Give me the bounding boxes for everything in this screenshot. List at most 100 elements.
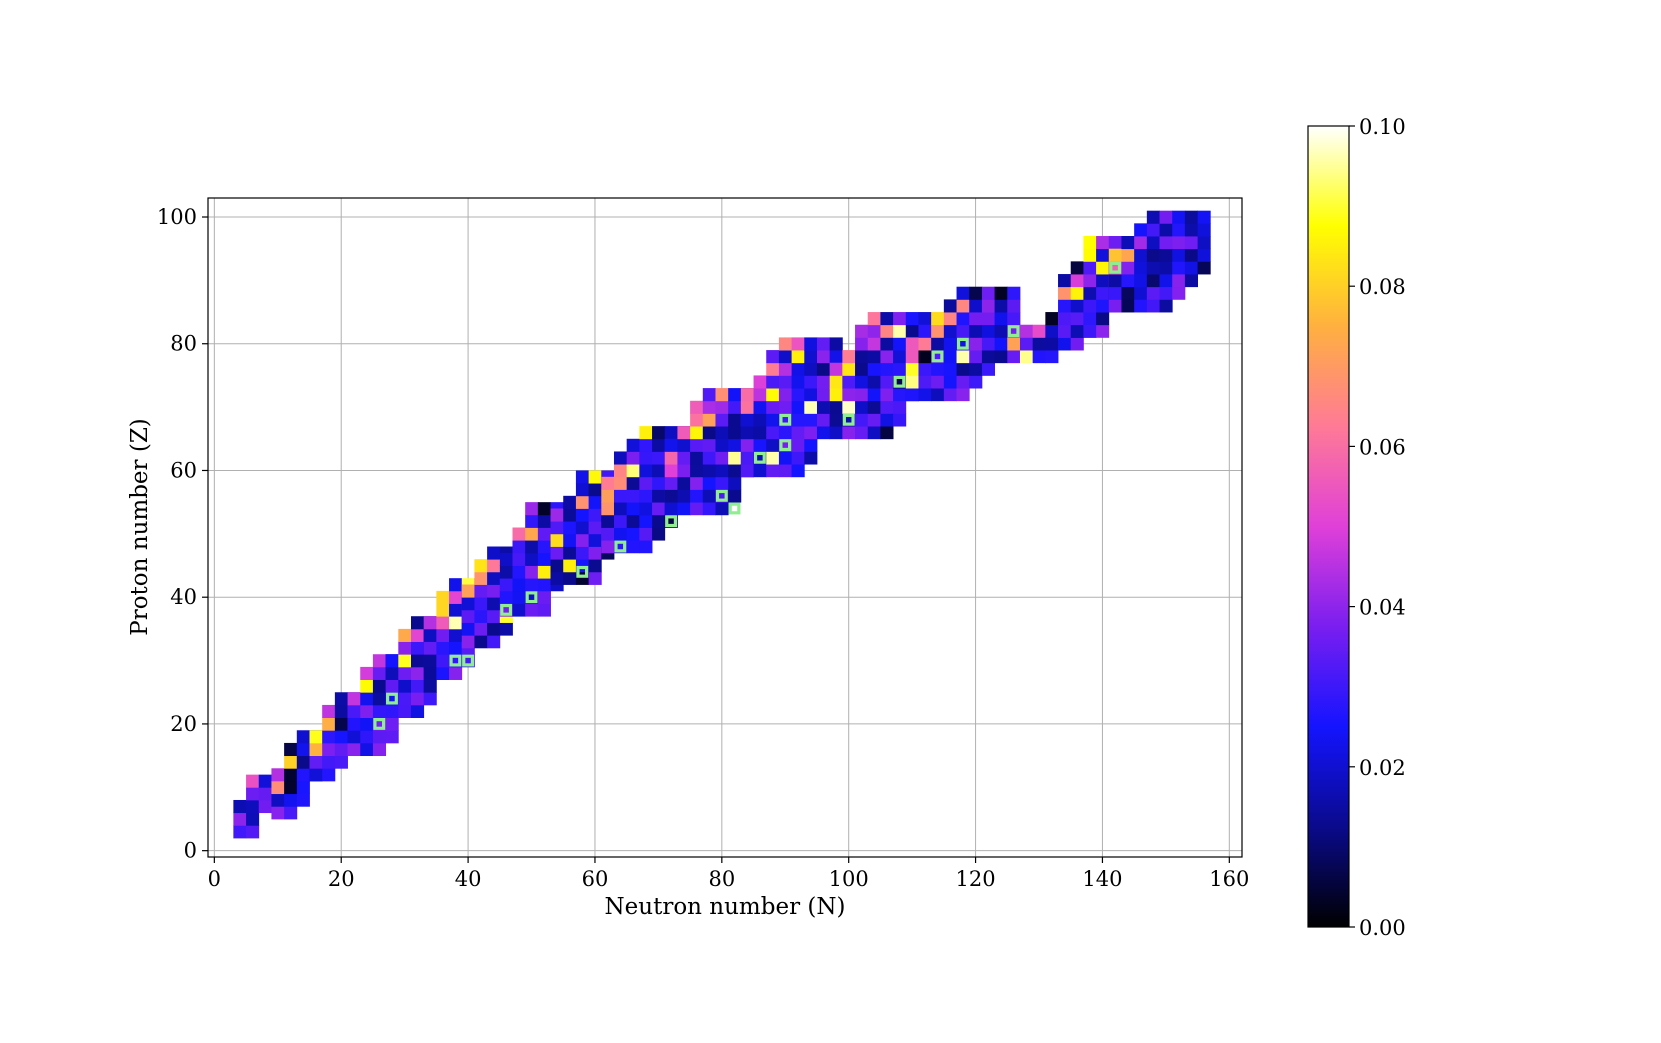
heatmap-cell (1083, 261, 1097, 275)
heatmap-cell (994, 299, 1008, 313)
heatmap-cell (1019, 324, 1034, 338)
colorbar-tick-label: 0.08 (1359, 275, 1406, 299)
heatmap-cell (728, 451, 742, 465)
heatmap-cell (905, 375, 919, 389)
heatmap-cell (740, 451, 754, 465)
heatmap-cell (664, 502, 678, 516)
heatmap-cell (690, 413, 704, 427)
heatmap-cell (322, 742, 336, 757)
heatmap-cell (512, 603, 526, 617)
heatmap-cell (918, 375, 932, 389)
heatmap-cell (931, 362, 945, 376)
heatmap-cell (487, 622, 501, 636)
heatmap-cell (284, 755, 298, 769)
heatmap-cell (563, 533, 577, 547)
heatmap-cell (994, 312, 1008, 326)
heatmap-cell (347, 730, 361, 744)
heatmap-cell (804, 413, 818, 427)
heatmap-cell (410, 679, 425, 693)
heatmap-cell (613, 451, 628, 465)
heatmap-cell (588, 533, 602, 547)
heatmap-cell (778, 362, 793, 376)
heatmap-cell (1083, 286, 1097, 300)
heatmap-cell (385, 666, 399, 680)
x-tick-label: 160 (1209, 867, 1249, 891)
heatmap-cell (246, 812, 260, 826)
heatmap-cell (296, 742, 310, 757)
heatmap-cell (1019, 337, 1034, 351)
heatmap-cell (677, 438, 691, 452)
heatmap-cell (246, 799, 260, 814)
heatmap-cell (436, 666, 450, 680)
heatmap-cell (994, 286, 1008, 300)
heatmap-cell (461, 622, 475, 636)
heatmap-cell (360, 692, 374, 706)
heatmap-cell (1121, 261, 1135, 275)
heatmap-cell (512, 578, 526, 592)
heatmap-cell (740, 388, 754, 402)
heatmap-cell (816, 426, 831, 440)
heatmap-cell (588, 546, 602, 560)
heatmap-cell (423, 641, 437, 655)
heatmap-cell (994, 324, 1008, 338)
heatmap-cell (575, 483, 590, 497)
highlight-marker (956, 337, 969, 350)
heatmap-cell (613, 502, 628, 516)
heatmap-cell (372, 704, 387, 718)
heatmap-cell (1096, 248, 1110, 262)
heatmap-cell (537, 578, 551, 592)
heatmap-cell (905, 312, 919, 326)
highlight-marker (842, 413, 855, 426)
heatmap-cell (690, 489, 704, 503)
heatmap-cell (956, 362, 970, 376)
heatmap-cell (347, 704, 361, 718)
heatmap-cell (398, 666, 412, 680)
heatmap-cell (918, 337, 932, 351)
heatmap-cell (931, 375, 945, 389)
heatmap-cell (334, 755, 348, 769)
heatmap-cell (715, 451, 729, 465)
heatmap-cell (601, 502, 615, 516)
heatmap-cell (702, 451, 716, 465)
heatmap-cell (969, 350, 983, 364)
heatmap-cell (626, 489, 640, 503)
heatmap-cell (550, 533, 564, 547)
heatmap-cell (1172, 248, 1186, 262)
heatmap-cell (588, 571, 602, 585)
heatmap-cell (575, 521, 590, 535)
heatmap-cell (956, 286, 970, 300)
x-tick-label: 60 (582, 867, 609, 891)
heatmap-cell (1032, 337, 1046, 351)
heatmap-cell (766, 426, 780, 440)
heatmap-cell (855, 426, 869, 440)
heatmap-cell (474, 597, 488, 611)
y-axis-label: Proton number (Z) (127, 418, 153, 636)
heatmap-cell (284, 768, 298, 782)
heatmap-cell (829, 375, 843, 389)
y-tick-label: 40 (170, 585, 197, 609)
heatmap-cell (360, 730, 374, 744)
heatmap-cell (905, 350, 919, 364)
heatmap-cell (423, 666, 437, 680)
heatmap-cell (842, 426, 856, 440)
heatmap-cell (372, 654, 387, 668)
heatmap-cell (309, 755, 323, 769)
heatmap-cell (246, 774, 260, 788)
heatmap-cell (753, 388, 767, 402)
heatmap-cell (778, 426, 793, 440)
heatmap-cell (880, 413, 894, 427)
y-tick-label: 100 (157, 205, 197, 229)
heatmap-cell (740, 464, 754, 478)
heatmap-cell (893, 312, 907, 326)
heatmap-cell (499, 578, 513, 592)
heatmap-cell (969, 375, 983, 389)
heatmap-cell (246, 825, 260, 839)
heatmap-cell (512, 590, 526, 604)
heatmap-cell (867, 375, 881, 389)
heatmap-cell (639, 527, 653, 541)
heatmap-cell (791, 438, 805, 452)
heatmap-cell (385, 679, 399, 693)
heatmap-cell (690, 502, 704, 516)
heatmap-cell (664, 464, 678, 478)
heatmap-cell (969, 312, 983, 326)
